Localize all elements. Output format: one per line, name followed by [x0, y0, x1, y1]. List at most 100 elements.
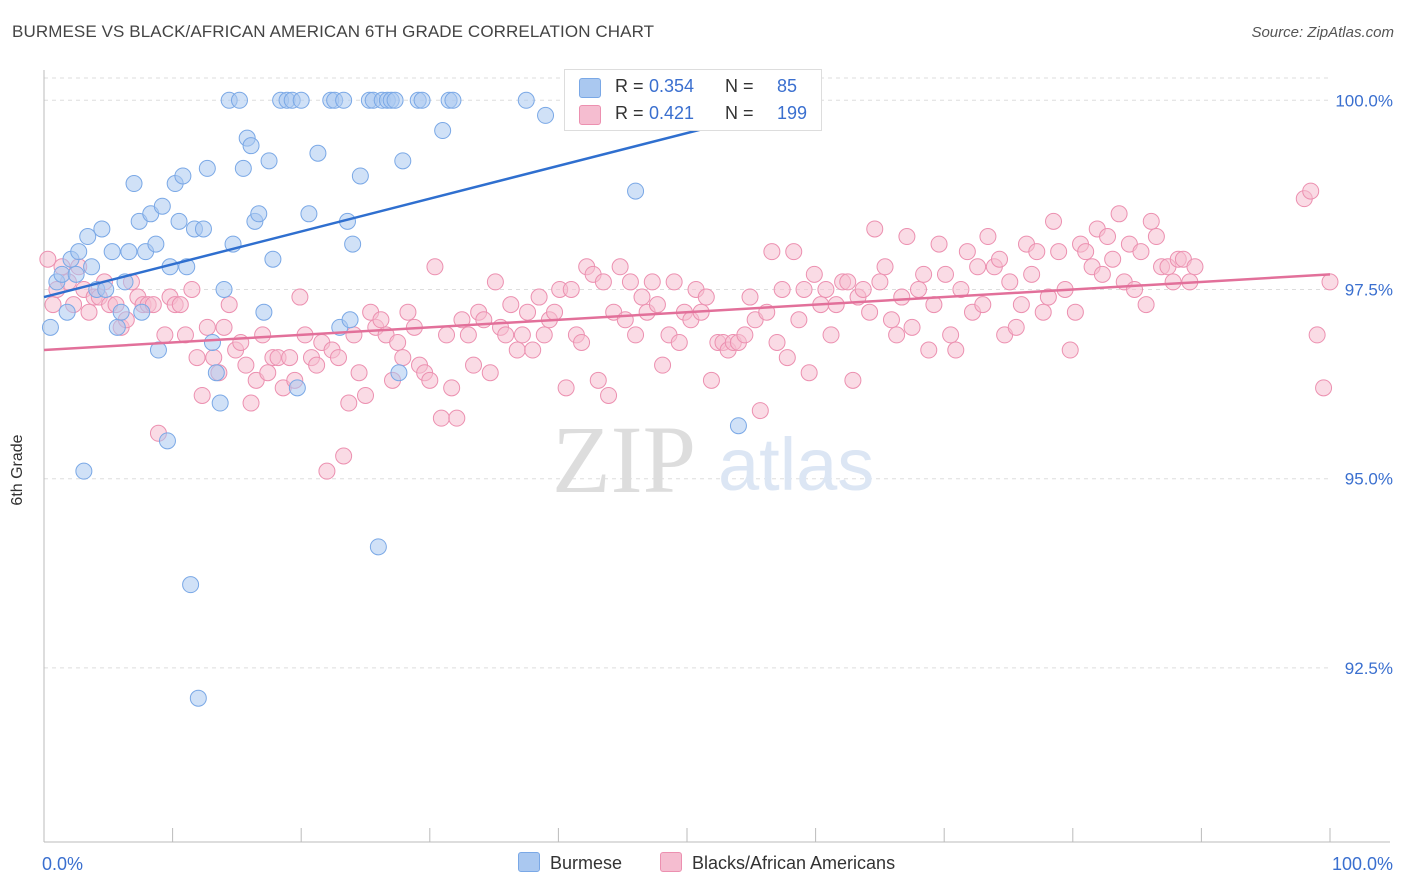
legend-swatch-black — [660, 852, 682, 872]
burmese-point — [341, 311, 359, 329]
black-point — [513, 326, 531, 344]
burmese-point — [153, 197, 171, 215]
black-point — [876, 258, 894, 276]
black-point — [785, 243, 803, 261]
burmese-point — [344, 235, 362, 253]
black-point — [627, 326, 645, 344]
black-point — [817, 280, 835, 298]
burmese-point — [250, 205, 268, 223]
black-trend-line — [43, 273, 1331, 352]
burmese-point — [390, 364, 408, 382]
black-point — [1034, 303, 1052, 321]
black-point — [1186, 258, 1204, 276]
burmese-point — [537, 106, 555, 124]
black-point — [497, 326, 515, 344]
legend-n-label: N = — [725, 103, 754, 123]
burmese-point — [198, 159, 216, 177]
burmese-point — [149, 341, 167, 359]
black-point — [795, 280, 813, 298]
burmese-point — [170, 212, 188, 230]
black-point — [502, 296, 520, 314]
black-point — [171, 296, 189, 314]
black-point — [1142, 212, 1160, 230]
burmese-point — [112, 303, 130, 321]
black-point — [508, 341, 526, 359]
black-point — [259, 364, 277, 382]
black-point — [432, 409, 450, 427]
black-point — [156, 326, 174, 344]
black-point — [459, 326, 477, 344]
black-point — [242, 394, 260, 412]
black-point — [205, 349, 223, 367]
black-point — [633, 288, 651, 306]
burmese-trend-line — [43, 99, 816, 299]
burmese-point — [300, 205, 318, 223]
black-point — [1132, 243, 1150, 261]
black-point — [357, 386, 374, 404]
black-point — [670, 333, 688, 351]
black-point — [805, 265, 823, 283]
black-point — [822, 326, 840, 344]
burmese-point — [203, 333, 221, 351]
black-point — [621, 273, 639, 291]
black-point — [915, 265, 933, 283]
black-point — [546, 303, 564, 321]
legend-swatch-black — [579, 105, 601, 125]
legend-r-label: R = — [615, 76, 644, 96]
burmese-point — [413, 91, 431, 109]
burmese-point — [53, 265, 71, 283]
black-point — [736, 326, 754, 344]
black-point — [44, 296, 62, 314]
burmese-point — [83, 258, 101, 276]
black-point — [930, 235, 948, 253]
black-point — [193, 386, 211, 404]
burmese-point — [264, 250, 282, 268]
black-point — [562, 280, 580, 298]
x-tick-label: 100.0% — [1332, 854, 1393, 874]
black-point — [335, 447, 353, 465]
black-point — [421, 371, 439, 389]
black-point — [318, 462, 336, 480]
black-point — [443, 379, 461, 397]
black-point — [183, 280, 201, 298]
black-point — [426, 258, 444, 276]
legend-swatch-burmese — [579, 78, 601, 98]
black-point — [1093, 265, 1111, 283]
black-point — [654, 356, 672, 374]
burmese-point — [207, 364, 225, 382]
burmese-point — [386, 91, 404, 109]
black-point — [1110, 205, 1128, 223]
black-point — [188, 349, 206, 367]
black-point — [947, 341, 965, 359]
burmese-point — [133, 303, 151, 321]
burmese-point — [108, 318, 126, 336]
burmese-point — [242, 137, 260, 155]
burmese-point — [58, 303, 76, 321]
legend-label-burmese: Burmese — [550, 853, 623, 873]
legend-item-black: Blacks/African Americans — [660, 852, 895, 874]
black-point — [481, 364, 499, 382]
black-point — [1164, 273, 1182, 291]
black-point — [866, 220, 884, 238]
black-point — [524, 341, 542, 359]
black-point — [616, 311, 634, 329]
burmese-point — [517, 91, 535, 109]
black-point — [942, 326, 960, 344]
black-point — [1126, 280, 1144, 298]
y-tick-label: 95.0% — [1345, 470, 1393, 489]
black-point — [1012, 296, 1030, 314]
black-point — [773, 280, 791, 298]
black-point — [648, 296, 666, 314]
black-point — [594, 273, 612, 291]
burmese-point — [189, 689, 207, 707]
black-point — [1007, 318, 1025, 336]
legend-r-value-black: 0.421 — [649, 103, 695, 123]
legend-swatch-burmese — [518, 852, 540, 872]
y-tick-label: 100.0% — [1335, 91, 1393, 110]
black-point — [854, 280, 872, 298]
black-point — [702, 371, 720, 389]
black-point — [350, 364, 368, 382]
black-point — [1308, 326, 1326, 344]
burmese-point — [41, 318, 59, 336]
black-point — [800, 364, 818, 382]
